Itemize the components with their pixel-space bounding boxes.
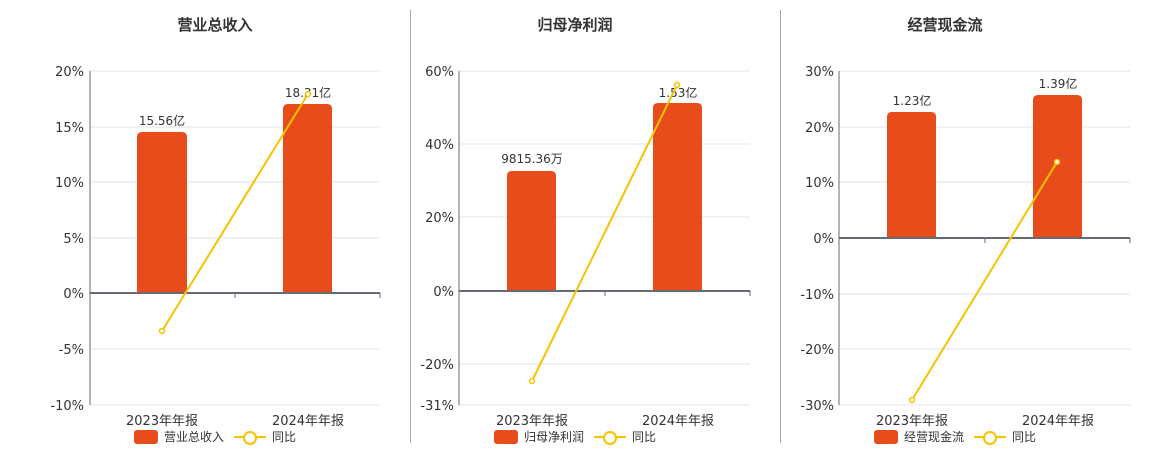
svg-text:30%: 30% [805,65,834,80]
bar-value-labels: 1.23亿 1.39亿 [893,76,1078,108]
x-tick-labels: 2023年年报 2024年年报 [126,414,344,429]
legend-bar-swatch[interactable] [493,429,518,444]
bar-value-labels: 15.56亿 18.31亿 [139,85,331,128]
y-tick-labels: 20% 15% 10% 5% 0% -5% -10% [50,65,84,414]
svg-text:40%: 40% [425,138,454,153]
chart-panel-revenue: 营业总收入 20% 15% 10% 5% 0% -5% -10% 15.56亿 … [40,0,410,450]
svg-text:20%: 20% [55,65,84,80]
svg-text:5%: 5% [63,232,84,247]
yoy-point-2024[interactable] [673,81,681,89]
svg-text:-20%: -20% [420,358,454,373]
chart-legend: 归母净利润 同比 [390,428,760,445]
svg-text:0%: 0% [433,285,454,300]
x-tick-labels: 2023年年报 2024年年报 [876,414,1094,429]
bar-2023[interactable] [137,132,187,293]
svg-text:2024年年报: 2024年年报 [272,414,344,429]
yoy-point-2024[interactable] [304,90,312,98]
yoy-point-2024[interactable] [1053,158,1061,166]
legend-line-swatch-icon[interactable] [974,430,1006,445]
svg-text:-10%: -10% [800,288,834,303]
bar-2024[interactable] [1033,95,1082,238]
yoy-line [161,93,309,332]
legend-bar-label[interactable]: 经营现金流 [903,430,964,444]
legend-line-swatch-icon[interactable] [234,430,266,445]
svg-text:10%: 10% [805,176,834,191]
yoy-point-2023[interactable] [528,377,536,385]
yoy-point-2023[interactable] [158,327,166,335]
chart-title: 归母净利润 [537,16,613,34]
chart-plot: 60% 40% 20% 0% -20% -31% 9815.36万 1.53亿 … [420,65,751,429]
svg-text:1.23亿: 1.23亿 [893,93,932,108]
legend-bar-label[interactable]: 归母净利润 [523,430,584,444]
svg-text:-30%: -30% [800,399,834,414]
svg-text:2023年年报: 2023年年报 [496,414,568,429]
chart-title: 经营现金流 [907,16,983,34]
svg-text:1.39亿: 1.39亿 [1039,76,1078,91]
chart-legend: 营业总收入 同比 [30,428,400,445]
chart-plot: 30% 20% 10% 0% -10% -20% -30% 1.23亿 1.39… [800,65,1131,429]
chart-plot: 20% 15% 10% 5% 0% -5% -10% 15.56亿 18.31亿… [50,65,381,429]
chart-panel-net-profit: 归母净利润 60% 40% 20% 0% -20% -31% 9815.36万 … [410,0,780,450]
bar-2024[interactable] [653,103,702,291]
svg-text:2024年年报: 2024年年报 [642,414,714,429]
legend-bar-swatch[interactable] [873,429,898,444]
svg-text:2024年年报: 2024年年报 [1022,414,1094,429]
svg-text:2023年年报: 2023年年报 [876,414,948,429]
yoy-line [531,84,678,382]
gridlines [839,70,1130,406]
chart-title: 营业总收入 [177,16,253,34]
svg-text:20%: 20% [425,211,454,226]
svg-text:10%: 10% [55,176,84,191]
legend-line-label[interactable]: 同比 [632,430,657,444]
bar-2023[interactable] [887,112,936,238]
svg-text:0%: 0% [63,287,84,302]
legend-line-label[interactable]: 同比 [272,430,297,444]
legend-bar-label[interactable]: 营业总收入 [163,430,224,444]
panel-divider [780,10,781,443]
svg-text:0%: 0% [813,232,834,247]
svg-text:-10%: -10% [50,399,84,414]
gridlines [90,70,380,406]
panel-divider [410,10,411,443]
yoy-point-2023[interactable] [908,396,916,404]
y-tick-labels: 60% 40% 20% 0% -20% -31% [420,65,454,414]
x-tick-labels: 2023年年报 2024年年报 [496,414,714,429]
chart-legend: 经营现金流 同比 [770,428,1140,445]
bar-2023[interactable] [507,171,556,291]
y-tick-labels: 30% 20% 10% 0% -10% -20% -30% [800,65,834,414]
svg-text:20%: 20% [805,121,834,136]
svg-text:15.56亿: 15.56亿 [139,113,185,128]
svg-text:-5%: -5% [59,343,84,358]
yoy-line [911,161,1058,401]
bar-value-labels: 9815.36万 1.53亿 [501,85,697,166]
bar-2024[interactable] [283,104,332,293]
svg-text:-20%: -20% [800,343,834,358]
svg-text:2023年年报: 2023年年报 [126,414,198,429]
svg-text:60%: 60% [425,65,454,80]
chart-panel-operating-cashflow: 经营现金流 30% 20% 10% 0% -10% -20% -30% 1.23… [780,0,1150,450]
legend-line-swatch-icon[interactable] [594,430,626,445]
svg-text:-31%: -31% [420,399,454,414]
legend-bar-swatch[interactable] [133,429,158,444]
svg-text:9815.36万: 9815.36万 [501,152,563,166]
gridlines [459,70,750,406]
legend-line-label[interactable]: 同比 [1012,430,1037,444]
svg-text:15%: 15% [55,121,84,136]
svg-text:1.53亿: 1.53亿 [659,85,698,100]
